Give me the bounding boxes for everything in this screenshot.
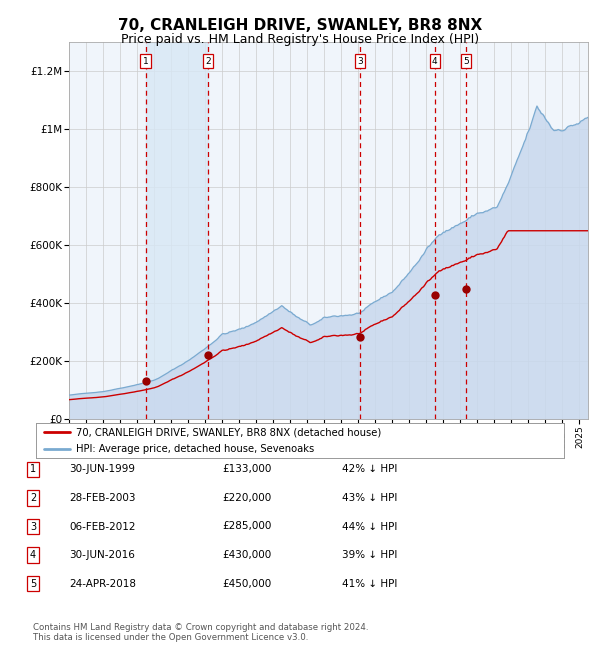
Text: 5: 5 <box>30 578 36 589</box>
Text: 39% ↓ HPI: 39% ↓ HPI <box>342 550 397 560</box>
Text: 3: 3 <box>30 521 36 532</box>
Text: 70, CRANLEIGH DRIVE, SWANLEY, BR8 8NX (detached house): 70, CRANLEIGH DRIVE, SWANLEY, BR8 8NX (d… <box>76 427 381 437</box>
Text: This data is licensed under the Open Government Licence v3.0.: This data is licensed under the Open Gov… <box>33 633 308 642</box>
Text: 06-FEB-2012: 06-FEB-2012 <box>69 521 136 532</box>
Text: 30-JUN-1999: 30-JUN-1999 <box>69 464 135 474</box>
Text: 70, CRANLEIGH DRIVE, SWANLEY, BR8 8NX: 70, CRANLEIGH DRIVE, SWANLEY, BR8 8NX <box>118 18 482 33</box>
Text: 3: 3 <box>357 57 363 66</box>
Text: £220,000: £220,000 <box>222 493 271 503</box>
Text: £133,000: £133,000 <box>222 464 271 474</box>
Text: 1: 1 <box>143 57 148 66</box>
Text: 30-JUN-2016: 30-JUN-2016 <box>69 550 135 560</box>
Text: £285,000: £285,000 <box>222 521 271 532</box>
Text: 4: 4 <box>432 57 437 66</box>
Text: £430,000: £430,000 <box>222 550 271 560</box>
Text: 1: 1 <box>30 464 36 474</box>
Text: £450,000: £450,000 <box>222 578 271 589</box>
Text: 5: 5 <box>463 57 469 66</box>
Text: Contains HM Land Registry data © Crown copyright and database right 2024.: Contains HM Land Registry data © Crown c… <box>33 623 368 632</box>
Text: 2: 2 <box>205 57 211 66</box>
Text: 43% ↓ HPI: 43% ↓ HPI <box>342 493 397 503</box>
Text: 2: 2 <box>30 493 36 503</box>
Bar <box>146 42 208 419</box>
Text: Price paid vs. HM Land Registry's House Price Index (HPI): Price paid vs. HM Land Registry's House … <box>121 32 479 46</box>
Text: 42% ↓ HPI: 42% ↓ HPI <box>342 464 397 474</box>
Text: 44% ↓ HPI: 44% ↓ HPI <box>342 521 397 532</box>
Text: HPI: Average price, detached house, Sevenoaks: HPI: Average price, detached house, Seve… <box>76 443 314 454</box>
Text: 41% ↓ HPI: 41% ↓ HPI <box>342 578 397 589</box>
Text: 28-FEB-2003: 28-FEB-2003 <box>69 493 136 503</box>
Text: 24-APR-2018: 24-APR-2018 <box>69 578 136 589</box>
Text: 4: 4 <box>30 550 36 560</box>
